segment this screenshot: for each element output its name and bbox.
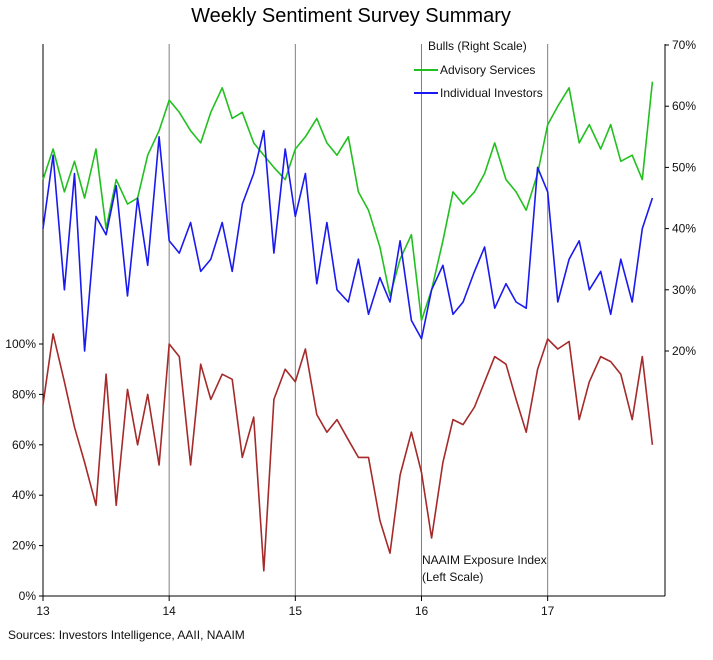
advisory-services-line (42, 81, 654, 322)
left-tick-label-2: 40% (12, 488, 36, 502)
legend-label-advisory: Advisory Services (440, 63, 535, 77)
naaim-exposure-line (42, 333, 654, 572)
axes: 13 14 15 16 17 0% 20% 40% 60% 80% 100% 20% 30% 40% 50%… (5, 38, 696, 618)
left-tick-label-0: 0% (19, 589, 37, 603)
naaim-annotation: NAAIM Exposure Index (Left Scale) (422, 553, 547, 584)
individual-investors-line (42, 129, 654, 352)
legend-title: Bulls (Right Scale) (428, 39, 527, 53)
left-tick-label-5: 100% (5, 337, 36, 351)
left-tick-label-3: 60% (12, 438, 36, 452)
x-tick-label-13: 13 (36, 604, 50, 618)
x-tick-label-17: 17 (541, 604, 555, 618)
left-tick-label-1: 20% (12, 539, 36, 553)
annotation-line-1: NAAIM Exposure Index (422, 553, 547, 567)
legend: Bulls (Right Scale) Advisory Services In… (414, 39, 543, 100)
right-tick-label-4: 60% (672, 99, 696, 113)
x-tick-label-15: 15 (289, 604, 303, 618)
chart-title: Weekly Sentiment Survey Summary (191, 5, 511, 27)
left-tick-label-4: 80% (12, 387, 36, 401)
x-tick-label-16: 16 (415, 604, 429, 618)
right-tick-label-2: 40% (672, 222, 696, 236)
right-tick-label-1: 30% (672, 283, 696, 297)
legend-label-individual: Individual Investors (440, 86, 543, 100)
year-gridlines (168, 44, 549, 596)
series-lines (42, 81, 654, 572)
right-tick-label-0: 20% (672, 344, 696, 358)
source-note: Sources: Investors Intelligence, AAII, N… (8, 628, 245, 642)
x-tick-label-14: 14 (162, 604, 176, 618)
right-tick-label-5: 70% (672, 38, 696, 52)
right-tick-label-3: 50% (672, 160, 696, 174)
annotation-line-2: (Left Scale) (422, 570, 483, 584)
